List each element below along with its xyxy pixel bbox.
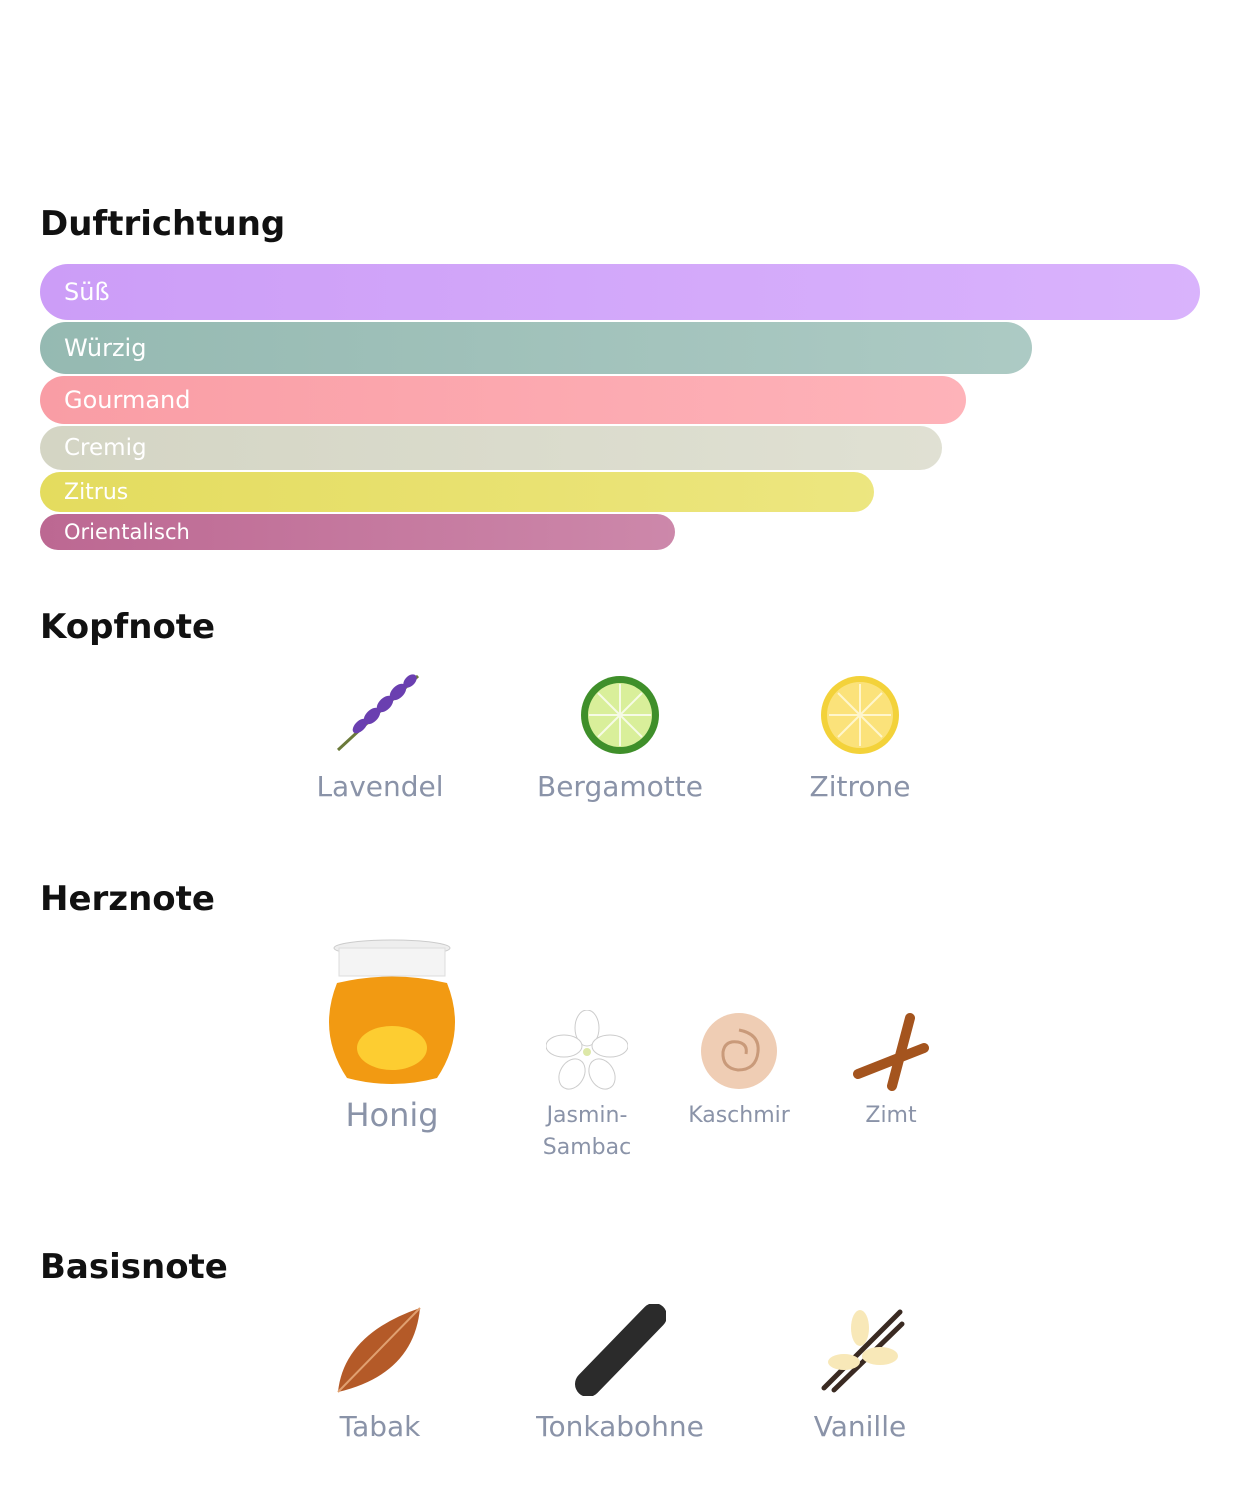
note-item: Tabak — [300, 1304, 460, 1443]
note-item: Lavendel — [300, 664, 460, 803]
note-item: Jasmin-Sambac — [527, 1010, 647, 1164]
note-label: Tabak — [339, 1410, 421, 1443]
tonka-icon — [575, 1304, 666, 1396]
accord-label: Gourmand — [64, 386, 191, 414]
jasmine-icon — [546, 1010, 628, 1090]
note-label: Kaschmir — [688, 1103, 790, 1128]
note-label: Zimt — [865, 1103, 917, 1128]
vanilla-icon — [821, 1309, 905, 1393]
tobacco-icon — [337, 1307, 421, 1393]
accord-bar: Cremig — [40, 426, 943, 470]
note-label: Lavendel — [316, 770, 444, 803]
honey-icon — [329, 939, 455, 1084]
note-label: Vanille — [813, 1410, 907, 1443]
accord-label: Cremig — [64, 435, 147, 461]
bergamot-icon — [581, 676, 659, 754]
section-title: Basisnote — [40, 1247, 228, 1287]
lemon-icon — [821, 676, 899, 754]
note-item: Zimt — [831, 1010, 951, 1132]
section-title: Herznote — [40, 879, 215, 919]
lavender-icon — [336, 674, 420, 752]
note-label: Bergamotte — [537, 770, 703, 803]
cashmere-icon — [701, 1013, 777, 1089]
note-label: Zitrone — [809, 770, 911, 803]
note-item: Tonkabohne — [520, 1304, 720, 1443]
accord-label: Zitrus — [64, 479, 129, 505]
note-label: Tonkabohne — [536, 1410, 704, 1443]
accord-label: Würzig — [64, 334, 147, 362]
note-item: Kaschmir — [669, 1010, 809, 1132]
note-label: Honig — [345, 1096, 439, 1134]
accord-label: Süß — [64, 278, 110, 306]
note-item: Vanille — [780, 1304, 940, 1443]
accord-bar: Gourmand — [40, 376, 966, 424]
note-item: Bergamotte — [520, 674, 720, 803]
cinnamon-icon — [853, 1013, 929, 1091]
accord-bars: Süß Würzig Gourmand Cremig Zitrus Orientalisc… — [40, 264, 1200, 552]
accord-bar: Zitrus — [40, 472, 875, 512]
accord-bar: Würzig — [40, 322, 1032, 374]
section-title: Kopfnote — [40, 607, 216, 647]
note-item: Honig — [302, 938, 482, 1134]
accord-bar: Orientalisch — [40, 514, 675, 550]
accord-label: Orientalisch — [64, 520, 190, 544]
note-item: Zitrone — [780, 674, 940, 803]
section-title: Duftrichtung — [40, 204, 286, 244]
note-label: Jasmin-Sambac — [542, 1103, 632, 1160]
accord-bar: Süß — [40, 264, 1200, 320]
